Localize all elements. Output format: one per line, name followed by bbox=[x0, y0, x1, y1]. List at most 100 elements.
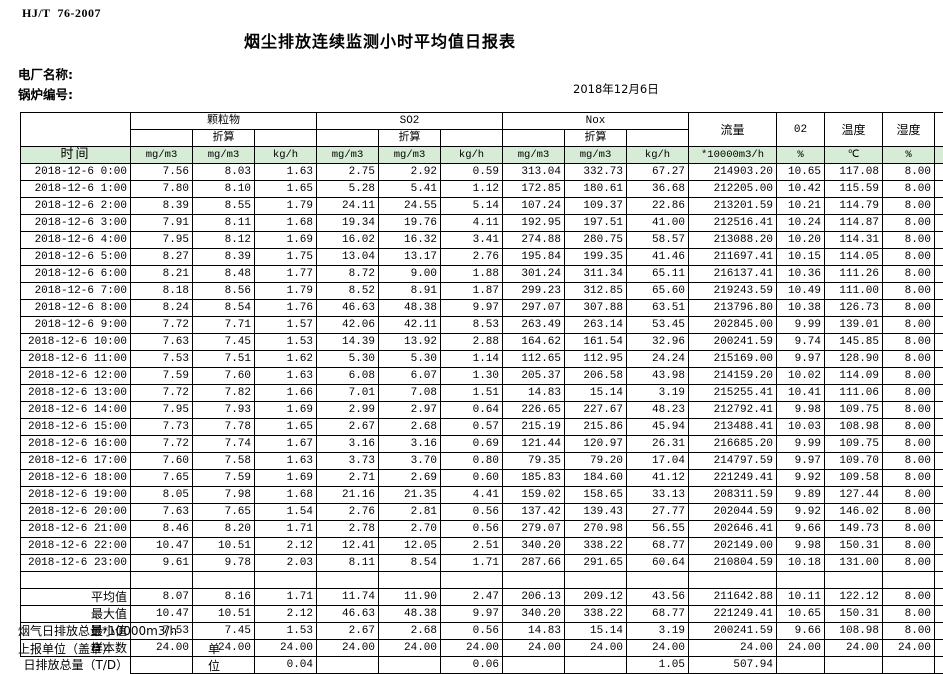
cell-value: 80.00 bbox=[935, 334, 943, 351]
cell-time: 2018-12-6 14:00 bbox=[21, 402, 131, 419]
boiler-number-label: 锅炉编号: bbox=[18, 84, 73, 103]
cell-value: 211697.41 bbox=[689, 249, 777, 266]
cell-value: 1.14 bbox=[441, 351, 503, 368]
summary-value: 48.38 bbox=[379, 606, 441, 623]
footer-note: 烟气日排放总量*10000m3/h bbox=[18, 622, 177, 639]
cell-value: 8.91 bbox=[379, 283, 441, 300]
cell-value: 10.47 bbox=[131, 538, 193, 555]
cell-value: 7.91 bbox=[131, 215, 193, 232]
cell-value: 128.90 bbox=[825, 351, 883, 368]
cell-value: 111.06 bbox=[825, 385, 883, 402]
cell-value: 9.97 bbox=[777, 453, 825, 470]
summary-value: 14.83 bbox=[503, 623, 565, 640]
cell-value: 1.88 bbox=[441, 266, 503, 283]
header-o2: 02 bbox=[777, 113, 825, 147]
cell-value: 197.51 bbox=[565, 215, 627, 232]
daily-total-value bbox=[317, 657, 379, 674]
summary-value: 8.00 bbox=[883, 623, 935, 640]
summary-value: 8.07 bbox=[131, 589, 193, 606]
cell-blank bbox=[777, 572, 825, 589]
cell-value: 13.92 bbox=[379, 334, 441, 351]
cell-value: 120.97 bbox=[565, 436, 627, 453]
cell-value: 212516.41 bbox=[689, 215, 777, 232]
cell-value: 8.00 bbox=[883, 249, 935, 266]
cell-value: 297.07 bbox=[503, 300, 565, 317]
cell-value: 7.74 bbox=[193, 436, 255, 453]
summary-value: 68.77 bbox=[627, 606, 689, 623]
cell-value: 7.53 bbox=[131, 351, 193, 368]
summary-value: 3.19 bbox=[627, 623, 689, 640]
header-converted-nox: 折算 bbox=[565, 130, 627, 147]
cell-value: 214797.59 bbox=[689, 453, 777, 470]
cell-value: 112.65 bbox=[503, 351, 565, 368]
cell-value: 80.00 bbox=[935, 368, 943, 385]
cell-value: 43.98 bbox=[627, 368, 689, 385]
header-humidity: 湿度 bbox=[883, 113, 935, 147]
cell-time: 2018-12-6 7:00 bbox=[21, 283, 131, 300]
cell-time: 2018-12-6 10:00 bbox=[21, 334, 131, 351]
cell-value: 79.35 bbox=[503, 453, 565, 470]
cell-value: 7.82 bbox=[193, 385, 255, 402]
cell-value: 10.21 bbox=[777, 198, 825, 215]
cell-value: 215169.00 bbox=[689, 351, 777, 368]
cell-value: 80.00 bbox=[935, 198, 943, 215]
cell-value: 108.98 bbox=[825, 419, 883, 436]
cell-value: 121.44 bbox=[503, 436, 565, 453]
cell-value: 9.89 bbox=[777, 487, 825, 504]
cell-time: 2018-12-6 20:00 bbox=[21, 504, 131, 521]
header-flow: 流量 bbox=[689, 113, 777, 147]
cell-value: 8.18 bbox=[131, 283, 193, 300]
cell-value: 13.17 bbox=[379, 249, 441, 266]
table-blank-row bbox=[21, 572, 943, 589]
cell-value: 68.77 bbox=[627, 538, 689, 555]
cell-time: 2018-12-6 3:00 bbox=[21, 215, 131, 232]
cell-value: 6.07 bbox=[379, 368, 441, 385]
cell-value: 215.19 bbox=[503, 419, 565, 436]
cell-value: 24.11 bbox=[317, 198, 379, 215]
cell-value: 164.62 bbox=[503, 334, 565, 351]
cell-value: 214159.20 bbox=[689, 368, 777, 385]
cell-value: 1.51 bbox=[441, 385, 503, 402]
cell-value: 7.58 bbox=[193, 453, 255, 470]
cell-value: 146.02 bbox=[825, 504, 883, 521]
cell-value: 2.68 bbox=[379, 419, 441, 436]
cell-value: 9.99 bbox=[777, 436, 825, 453]
header-blank-pm-raw bbox=[131, 130, 193, 147]
summary-label: 平均值 bbox=[21, 589, 131, 606]
cell-value: 16.02 bbox=[317, 232, 379, 249]
cell-value: 109.70 bbox=[825, 453, 883, 470]
unit-pm-conv: mg/m3 bbox=[193, 147, 255, 164]
cell-value: 8.10 bbox=[193, 181, 255, 198]
summary-value: 10.51 bbox=[193, 606, 255, 623]
cell-value: 53.45 bbox=[627, 317, 689, 334]
cell-value: 202044.59 bbox=[689, 504, 777, 521]
cell-value: 111.00 bbox=[825, 283, 883, 300]
summary-value: 8.00 bbox=[883, 606, 935, 623]
summary-value: 1.71 bbox=[255, 589, 317, 606]
cell-value: 2.03 bbox=[255, 555, 317, 572]
cell-value: 3.73 bbox=[317, 453, 379, 470]
cell-value: 1.75 bbox=[255, 249, 317, 266]
cell-value: 213201.59 bbox=[689, 198, 777, 215]
cell-value: 109.75 bbox=[825, 402, 883, 419]
cell-value: 213796.80 bbox=[689, 300, 777, 317]
header-temperature: 温度 bbox=[825, 113, 883, 147]
cell-value: 80.00 bbox=[935, 249, 943, 266]
cell-value: 279.07 bbox=[503, 521, 565, 538]
cell-value: 56.55 bbox=[627, 521, 689, 538]
cell-value: 63.51 bbox=[627, 300, 689, 317]
cell-value: 139.43 bbox=[565, 504, 627, 521]
cell-value: 3.16 bbox=[379, 436, 441, 453]
cell-value: 161.54 bbox=[565, 334, 627, 351]
cell-value: 42.06 bbox=[317, 317, 379, 334]
cell-value: 8.00 bbox=[883, 402, 935, 419]
cell-value: 172.85 bbox=[503, 181, 565, 198]
cell-value: 80.00 bbox=[935, 317, 943, 334]
